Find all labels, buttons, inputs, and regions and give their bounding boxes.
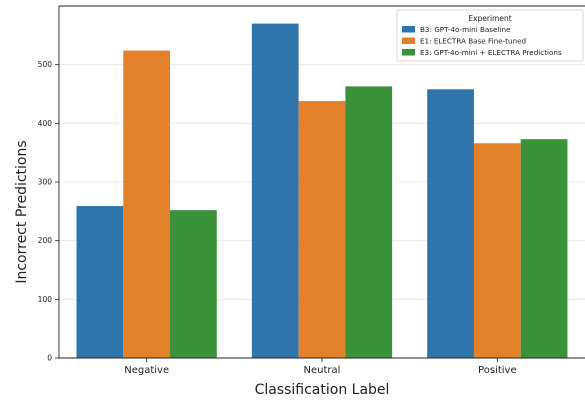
x-tick-label: Positive xyxy=(478,365,517,376)
bar xyxy=(123,50,171,358)
y-tick-label: 400 xyxy=(38,119,53,128)
bar xyxy=(251,23,299,358)
x-axis-label: Classification Label xyxy=(255,382,390,398)
x-tick-label: Negative xyxy=(124,365,169,376)
y-tick-label: 500 xyxy=(38,60,53,69)
bars xyxy=(76,23,568,358)
legend-title: Experiment xyxy=(468,14,511,23)
x-tick-label: Neutral xyxy=(304,365,341,376)
legend: Experiment B3: GPT-4o-mini Baseline E1: E… xyxy=(396,9,584,62)
legend-swatch xyxy=(402,37,415,44)
y-axis-label: Incorrect Predictions xyxy=(14,140,30,283)
bar xyxy=(170,210,217,358)
legend-swatch xyxy=(402,26,415,33)
y-tick-label: 200 xyxy=(38,236,53,245)
legend-items: B3: GPT-4o-mini Baseline E1: ELECTRA Base… xyxy=(402,25,562,57)
legend-swatch xyxy=(402,49,415,56)
y-tick-label: 100 xyxy=(38,295,53,304)
legend-frame xyxy=(396,9,584,62)
legend-label: E3: GPT-4o-mini + ELECTRA Predictions xyxy=(420,48,562,57)
legend-label: E1: ELECTRA Base Fine-tuned xyxy=(420,37,526,46)
x-ticks: Negative Neutral Positive xyxy=(124,358,517,376)
bar xyxy=(473,143,521,358)
bar xyxy=(520,139,568,358)
bar xyxy=(345,86,393,358)
bar xyxy=(298,101,346,358)
bar xyxy=(76,206,124,358)
y-ticks: 0 100 200 300 400 500 xyxy=(38,60,59,363)
y-tick-label: 300 xyxy=(38,178,53,187)
bar xyxy=(427,89,474,358)
legend-label: B3: GPT-4o-mini Baseline xyxy=(420,25,511,34)
y-tick-label: 0 xyxy=(47,354,52,363)
